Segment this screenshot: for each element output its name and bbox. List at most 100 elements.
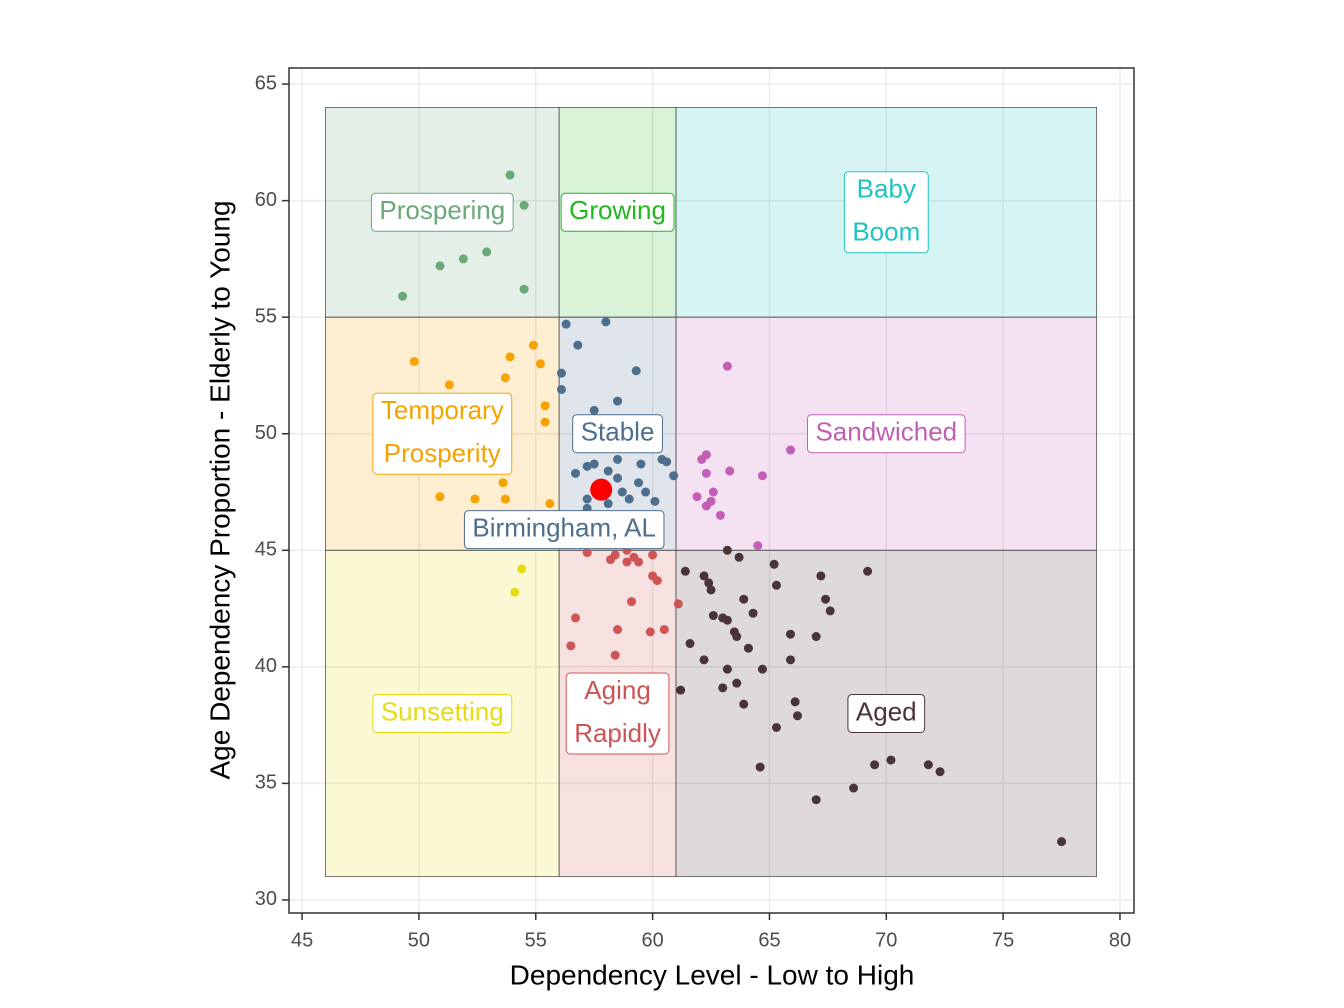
point — [821, 594, 831, 604]
point — [669, 471, 679, 481]
point — [582, 461, 592, 471]
y-tick-label: 55 — [255, 305, 277, 327]
point — [631, 366, 641, 376]
region-label: Baby — [857, 174, 916, 204]
point — [444, 380, 454, 390]
point — [582, 494, 592, 504]
point — [648, 550, 658, 560]
highlight-label-box: Birmingham, AL — [463, 510, 665, 550]
point — [743, 643, 753, 653]
label-background — [572, 414, 663, 454]
label-background — [463, 510, 665, 550]
point — [650, 496, 660, 506]
point — [699, 655, 709, 665]
point — [540, 401, 550, 411]
point — [792, 711, 802, 721]
point — [603, 499, 613, 509]
region-label: Prospering — [379, 195, 505, 225]
point — [659, 625, 669, 635]
point — [409, 356, 419, 366]
point — [519, 200, 529, 210]
point — [701, 450, 711, 460]
point — [718, 683, 728, 693]
point — [545, 499, 555, 509]
point — [757, 471, 767, 481]
region-label-box: Growing — [560, 192, 675, 232]
point — [589, 459, 599, 469]
point — [725, 466, 735, 476]
label-background — [560, 192, 675, 232]
point — [732, 632, 742, 642]
label-background — [370, 192, 514, 232]
point — [722, 615, 732, 625]
point — [662, 457, 672, 467]
region-label-box: Baby Boom — [843, 171, 929, 254]
point — [771, 580, 781, 590]
panel-border — [288, 67, 1135, 914]
x-tick-label: 65 — [758, 929, 780, 951]
point — [673, 599, 683, 609]
point — [398, 291, 408, 301]
point — [715, 510, 725, 520]
region-label: Aging — [584, 675, 651, 705]
point — [870, 760, 880, 770]
labels: Prospering Growing Baby Boom Temporary Prospe… — [370, 171, 966, 755]
point — [535, 359, 545, 369]
point — [722, 545, 732, 555]
point — [708, 611, 718, 621]
point — [849, 783, 859, 793]
x-tick-label: 80 — [1109, 929, 1131, 951]
point — [652, 576, 662, 586]
region-label: Rapidly — [574, 718, 661, 748]
point — [610, 550, 620, 560]
point — [811, 632, 821, 642]
points — [398, 170, 1067, 847]
point — [732, 678, 742, 688]
y-tick-label: 50 — [255, 422, 277, 444]
point — [470, 494, 480, 504]
label-background — [806, 414, 966, 454]
point — [706, 585, 716, 595]
x-tick-label: 55 — [525, 929, 547, 951]
point — [699, 571, 709, 581]
point — [458, 254, 468, 264]
point — [556, 368, 566, 378]
point — [701, 468, 711, 478]
point — [755, 762, 765, 772]
y-axis-title: Age Dependency Proportion - Elderly to Y… — [204, 200, 235, 779]
point — [528, 340, 538, 350]
point — [610, 650, 620, 660]
point — [748, 608, 758, 618]
x-tick-label: 60 — [641, 929, 663, 951]
point — [785, 445, 795, 455]
point — [886, 755, 896, 765]
point — [676, 685, 686, 695]
point — [634, 478, 644, 488]
point — [739, 699, 749, 709]
axes: 45 50 55 60 65 70 75 80 30 35 40 45 50 55 60 65 — [255, 72, 1131, 951]
point — [811, 795, 821, 805]
point — [785, 655, 795, 665]
point — [722, 664, 732, 674]
point — [701, 501, 711, 511]
point — [505, 352, 515, 362]
point — [627, 597, 637, 607]
label-background — [565, 672, 670, 755]
point — [825, 606, 835, 616]
point — [923, 760, 933, 770]
label-background — [372, 693, 513, 733]
point — [603, 466, 613, 476]
point — [582, 548, 592, 558]
region-label-box: Sunsetting — [372, 693, 513, 733]
point — [613, 454, 623, 464]
y-tick-label: 45 — [255, 539, 277, 561]
point — [704, 578, 714, 588]
point — [505, 170, 515, 180]
point — [935, 767, 945, 777]
point — [1057, 837, 1067, 847]
region-label: Sandwiched — [815, 417, 957, 447]
x-tick-label: 75 — [992, 929, 1014, 951]
region-label: Boom — [852, 217, 920, 247]
x-tick-label: 70 — [875, 929, 897, 951]
